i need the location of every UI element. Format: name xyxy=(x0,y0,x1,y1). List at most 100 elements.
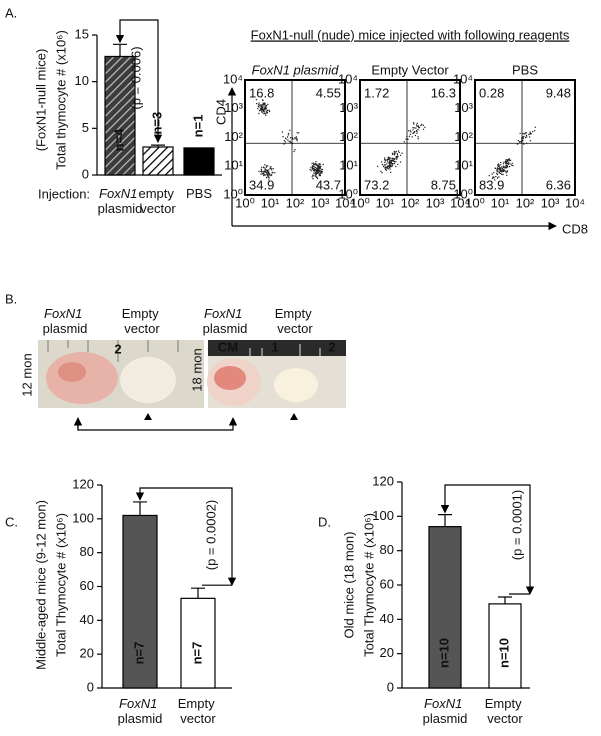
dot xyxy=(391,152,394,154)
dot xyxy=(264,106,266,108)
dot xyxy=(260,173,262,175)
dot xyxy=(408,135,411,138)
dot xyxy=(387,167,389,169)
dot xyxy=(391,157,393,160)
y-tick-label: 80 xyxy=(380,542,394,557)
dot xyxy=(496,170,499,173)
dot xyxy=(268,179,270,181)
dot xyxy=(261,166,263,168)
dot xyxy=(418,127,421,129)
dot xyxy=(415,124,418,126)
x-tick-label: 10¹ xyxy=(491,195,510,210)
dot xyxy=(272,167,274,170)
y-tick-label: 10² xyxy=(224,129,243,144)
dot xyxy=(399,161,402,163)
dot xyxy=(505,170,507,172)
dot xyxy=(381,161,383,163)
dot xyxy=(262,105,264,107)
dot xyxy=(319,167,322,169)
dot xyxy=(377,165,379,168)
dot xyxy=(317,167,319,169)
dot xyxy=(524,132,527,134)
dot xyxy=(516,143,519,145)
dot xyxy=(387,165,389,167)
dot xyxy=(380,170,382,172)
dot xyxy=(508,163,510,165)
photo-18mon xyxy=(207,340,346,408)
dot xyxy=(417,138,419,140)
dot xyxy=(393,152,396,154)
y-axis-label: Total Thymocyte # (x10⁶) xyxy=(361,513,376,657)
dot xyxy=(522,137,524,140)
dot xyxy=(261,99,264,101)
dot xyxy=(415,127,417,129)
y-tick-label: 10³ xyxy=(339,100,358,115)
column-label: FoxN1 plasmid xyxy=(203,306,248,336)
dot xyxy=(265,114,267,116)
y-tick-label: 10¹ xyxy=(339,158,358,173)
dot xyxy=(287,132,290,135)
dot xyxy=(315,161,317,163)
quadrant-value: 9.48 xyxy=(546,85,571,100)
dot xyxy=(502,169,505,171)
dot xyxy=(397,163,399,166)
dot xyxy=(389,159,391,162)
dot xyxy=(497,165,499,167)
dot xyxy=(384,161,386,164)
panel-label: B. xyxy=(5,291,17,306)
dot xyxy=(283,139,286,142)
dot xyxy=(499,172,502,175)
dot xyxy=(262,173,264,175)
dot xyxy=(264,108,266,110)
dot xyxy=(390,171,392,174)
dot xyxy=(264,102,266,104)
dot xyxy=(424,126,426,128)
dot xyxy=(287,134,289,136)
dot xyxy=(397,150,400,152)
plot-frame xyxy=(359,79,461,196)
significance-bracket xyxy=(115,19,163,143)
y-tick-label: 80 xyxy=(80,544,94,559)
dot xyxy=(282,136,284,138)
dot xyxy=(263,109,265,111)
dot xyxy=(390,161,392,164)
dot xyxy=(318,173,320,175)
quadrant-value: 83.9 xyxy=(479,177,504,192)
dot xyxy=(502,170,505,172)
dot xyxy=(311,162,313,164)
dot xyxy=(422,128,425,130)
dot xyxy=(263,113,265,115)
dot xyxy=(387,158,389,160)
y-tick-label: 120 xyxy=(372,473,394,488)
dot xyxy=(498,171,501,174)
dot xyxy=(396,153,399,155)
y-tick-label: 60 xyxy=(80,578,94,593)
dot xyxy=(259,108,262,111)
x-tick-label: 10⁴ xyxy=(450,195,470,210)
y-tick-label: 10¹ xyxy=(224,158,243,173)
bar-annotation: n=1 xyxy=(190,115,205,138)
y-tick-label: 120 xyxy=(72,476,94,491)
x-tick-label: empty vector xyxy=(138,186,177,216)
dot xyxy=(501,173,503,175)
quadrant-value: 6.36 xyxy=(546,177,571,192)
age-label: 12 mon xyxy=(19,353,34,396)
dot xyxy=(384,166,387,168)
significance-bracket xyxy=(135,487,237,587)
dot xyxy=(258,170,260,173)
ruler-mark: 2 xyxy=(328,339,335,354)
quadrant-value: 16.8 xyxy=(249,85,274,100)
dot xyxy=(393,158,396,161)
y-tick-label: 10³ xyxy=(454,100,473,115)
dot xyxy=(498,168,500,170)
y-axis-label: Old mice (18 mon) xyxy=(341,532,356,639)
dot xyxy=(265,171,267,173)
dot xyxy=(497,163,499,166)
dot xyxy=(267,165,269,167)
y-tick-label: 10⁰ xyxy=(338,186,358,201)
plot-frame xyxy=(474,79,576,196)
dot xyxy=(296,138,298,140)
dot xyxy=(315,176,318,179)
dot xyxy=(508,159,510,161)
